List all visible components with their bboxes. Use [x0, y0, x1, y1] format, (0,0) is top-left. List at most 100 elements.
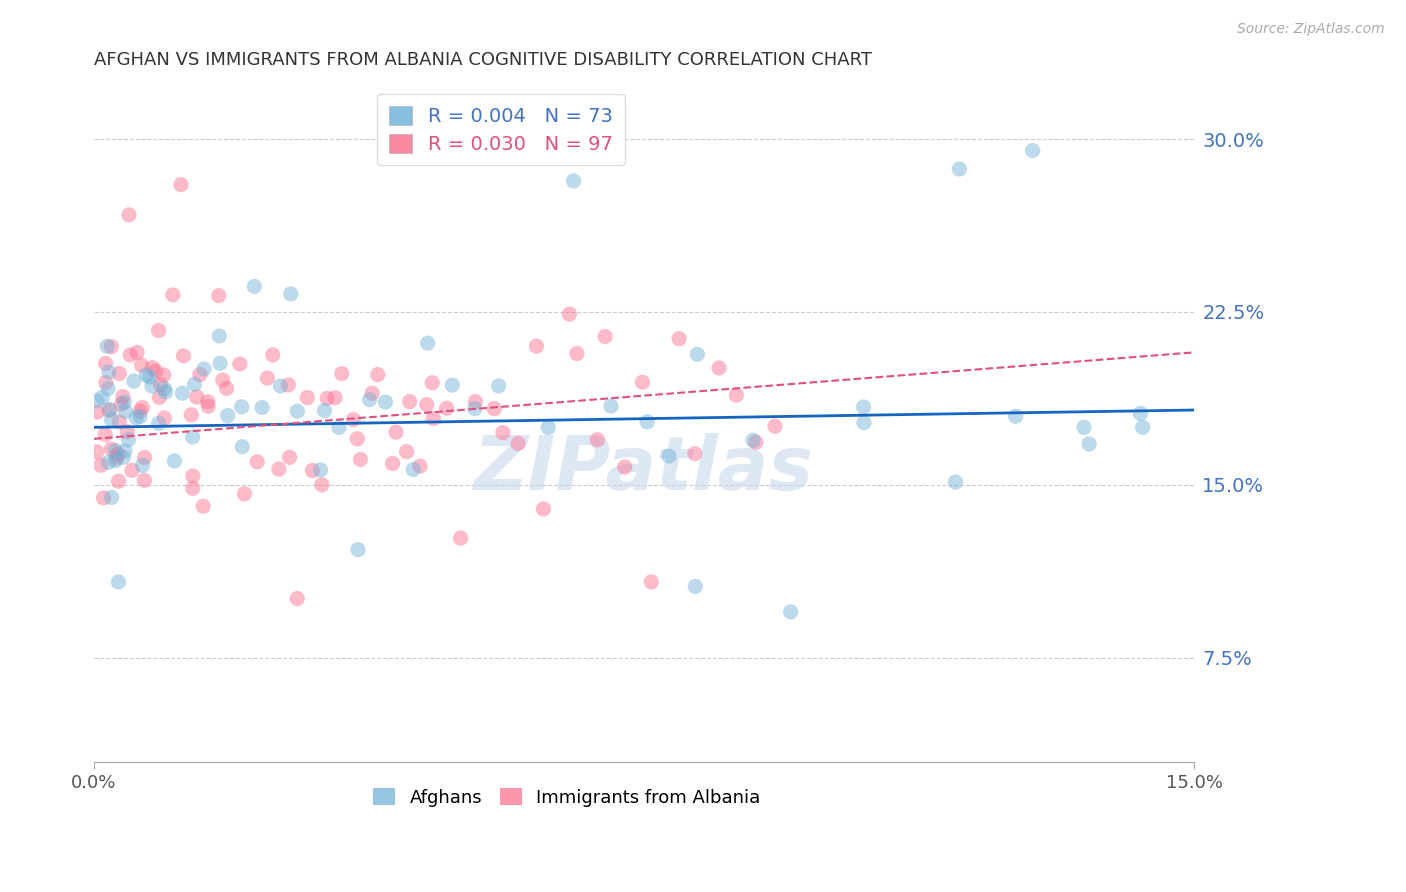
Point [129, 409, 152, 424]
Point [131, 401, 153, 415]
Point [464, 394, 486, 409]
Point [115, 425, 138, 439]
Point [183, 377, 205, 392]
Point [98, 402, 121, 417]
Point [484, 401, 506, 416]
Point [94, 376, 117, 390]
Point [349, 452, 371, 467]
Point [640, 574, 662, 589]
Point [111, 390, 134, 404]
Point [107, 574, 129, 589]
Point [112, 395, 135, 409]
Point [197, 394, 219, 409]
Point [215, 381, 238, 395]
Point [243, 279, 266, 293]
Point [97, 455, 120, 469]
Point [155, 384, 177, 399]
Point [342, 413, 364, 427]
Point [250, 401, 273, 415]
Point [197, 399, 219, 413]
Point [114, 443, 136, 458]
Point [97, 382, 120, 396]
Point [208, 329, 231, 343]
Point [138, 370, 160, 384]
Point [1004, 409, 1026, 424]
Point [246, 455, 269, 469]
Point [217, 409, 239, 423]
Point [118, 208, 141, 222]
Point [309, 463, 332, 477]
Point [170, 178, 193, 192]
Point [852, 400, 875, 414]
Point [631, 376, 654, 390]
Point [148, 390, 170, 404]
Point [852, 416, 875, 430]
Point [86, 393, 108, 408]
Point [422, 411, 444, 425]
Point [129, 404, 152, 418]
Point [508, 436, 530, 450]
Point [93, 491, 115, 505]
Point [361, 386, 384, 401]
Point [148, 324, 170, 338]
Point [262, 348, 284, 362]
Point [107, 474, 129, 488]
Point [948, 161, 970, 176]
Point [685, 579, 707, 593]
Point [209, 356, 232, 370]
Point [100, 413, 122, 427]
Text: AFGHAN VS IMMIGRANTS FROM ALBANIA COGNITIVE DISABILITY CORRELATION CHART: AFGHAN VS IMMIGRANTS FROM ALBANIA COGNIT… [94, 51, 872, 69]
Point [1078, 437, 1101, 451]
Point [100, 340, 122, 354]
Point [107, 447, 129, 461]
Point [96, 339, 118, 353]
Point [416, 336, 439, 351]
Point [122, 374, 145, 388]
Point [231, 400, 253, 414]
Point [668, 332, 690, 346]
Point [488, 379, 510, 393]
Point [586, 433, 609, 447]
Point [436, 401, 458, 416]
Point [314, 403, 336, 417]
Point [297, 391, 319, 405]
Point [381, 457, 404, 471]
Point [121, 463, 143, 477]
Point [117, 433, 139, 447]
Point [367, 368, 389, 382]
Point [779, 605, 801, 619]
Point [86, 405, 108, 419]
Point [420, 376, 443, 390]
Point [558, 307, 581, 321]
Point [231, 440, 253, 454]
Point [108, 415, 131, 429]
Point [180, 408, 202, 422]
Point [450, 531, 472, 545]
Point [330, 367, 353, 381]
Point [181, 430, 204, 444]
Point [526, 339, 548, 353]
Point [285, 404, 308, 418]
Point [385, 425, 408, 439]
Point [94, 356, 117, 370]
Point [492, 425, 515, 440]
Point [359, 392, 381, 407]
Point [125, 410, 148, 425]
Point [181, 481, 204, 495]
Point [1129, 406, 1152, 420]
Point [108, 367, 131, 381]
Point [562, 174, 585, 188]
Point [593, 329, 616, 343]
Point [742, 434, 765, 448]
Point [120, 348, 142, 362]
Text: Source: ZipAtlas.com: Source: ZipAtlas.com [1237, 22, 1385, 37]
Point [229, 357, 252, 371]
Point [193, 362, 215, 376]
Point [105, 450, 128, 465]
Point [565, 346, 588, 360]
Point [600, 399, 623, 413]
Point [104, 443, 127, 458]
Point [398, 394, 420, 409]
Point [149, 377, 172, 392]
Point [134, 473, 156, 487]
